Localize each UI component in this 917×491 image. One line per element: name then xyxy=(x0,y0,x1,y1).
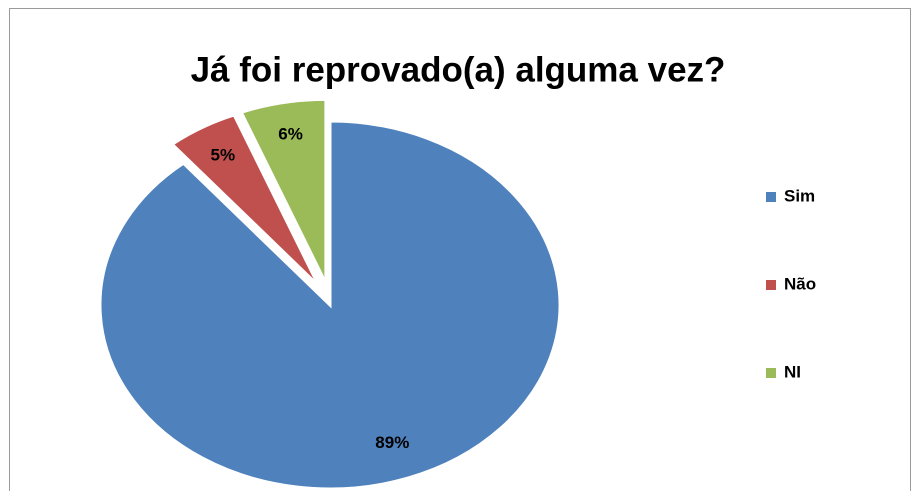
data-label: 5% xyxy=(211,146,236,165)
pie-slice xyxy=(169,113,321,288)
legend-swatch xyxy=(766,368,776,378)
legend-swatch xyxy=(766,280,776,290)
legend-label: Não xyxy=(784,274,816,293)
pie-slice xyxy=(98,119,562,491)
pie-slice xyxy=(239,97,328,285)
chart-title: Já foi reprovado(a) alguma vez? xyxy=(191,50,726,89)
data-label: 6% xyxy=(278,125,303,144)
legend-label: NI xyxy=(784,362,801,381)
legend-swatch xyxy=(766,192,776,202)
legend-label: Sim xyxy=(784,186,815,205)
data-label: 89% xyxy=(375,433,409,452)
